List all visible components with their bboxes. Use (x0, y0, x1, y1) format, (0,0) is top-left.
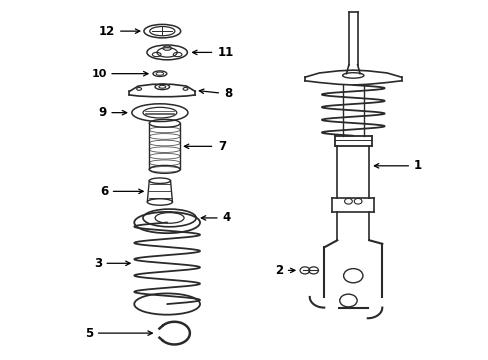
Text: 1: 1 (413, 159, 421, 172)
Text: 7: 7 (218, 140, 225, 153)
Text: 6: 6 (100, 185, 108, 198)
Text: 9: 9 (98, 106, 106, 119)
Text: 8: 8 (224, 87, 232, 100)
Text: 10: 10 (91, 69, 106, 79)
Text: 3: 3 (94, 257, 102, 270)
Text: 11: 11 (218, 46, 234, 59)
Text: 4: 4 (223, 211, 230, 224)
Text: 12: 12 (99, 24, 115, 38)
Text: 2: 2 (274, 264, 283, 277)
Text: 5: 5 (85, 327, 94, 339)
